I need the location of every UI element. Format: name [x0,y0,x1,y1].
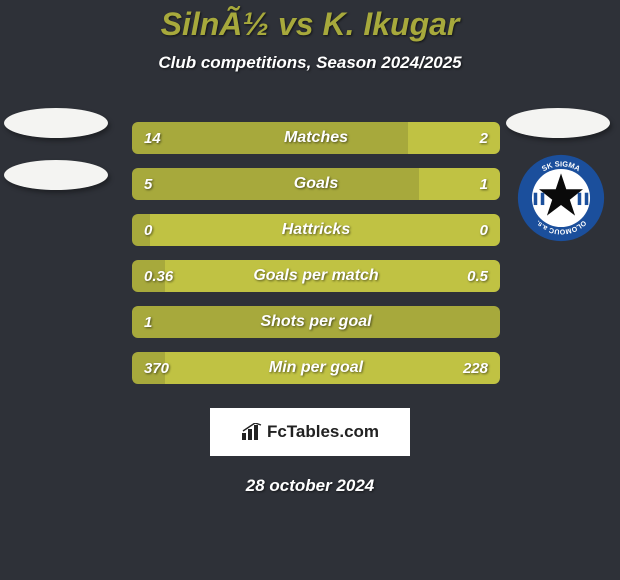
stat-row: Goals51 [132,168,500,200]
stat-row: Hattricks00 [132,214,500,246]
stat-bar-left [132,168,419,200]
stat-bar-left [132,306,500,338]
stat-bar-left [132,352,165,384]
stat-bar-right [150,214,500,246]
placeholder-ellipse-icon [506,108,610,138]
chart-icon [241,423,263,441]
stat-bar-left [132,214,150,246]
date: 28 october 2024 [0,476,620,496]
stat-row: Min per goal370228 [132,352,500,384]
stat-bar-right [419,168,500,200]
subtitle: Club competitions, Season 2024/2025 [0,53,620,73]
left-player-logo-area [4,108,114,218]
page-title: SilnÃ½ vs K. Ikugar [0,6,620,43]
brand-badge: FcTables.com [210,408,410,456]
stat-bar-left [132,122,408,154]
stat-row: Goals per match0.360.5 [132,260,500,292]
right-player-logo-area: SK SIGMA OLOMOUC a.s. [506,108,616,218]
stat-bar-right [165,260,500,292]
comparison-bars: Matches142 Goals51 Hattricks00 Goals per ma… [132,122,500,398]
stat-row: Shots per goal1 [132,306,500,338]
stat-row: Matches142 [132,122,500,154]
comparison-card: SilnÃ½ vs K. Ikugar Club competitions, S… [0,0,620,580]
placeholder-ellipse-icon [4,160,108,190]
stat-bar-right [408,122,500,154]
stat-bar-right [165,352,500,384]
placeholder-ellipse-icon [4,108,108,138]
club-badge-icon: SK SIGMA OLOMOUC a.s. [517,154,605,242]
stat-bar-left [132,260,165,292]
brand-text: FcTables.com [267,422,379,442]
